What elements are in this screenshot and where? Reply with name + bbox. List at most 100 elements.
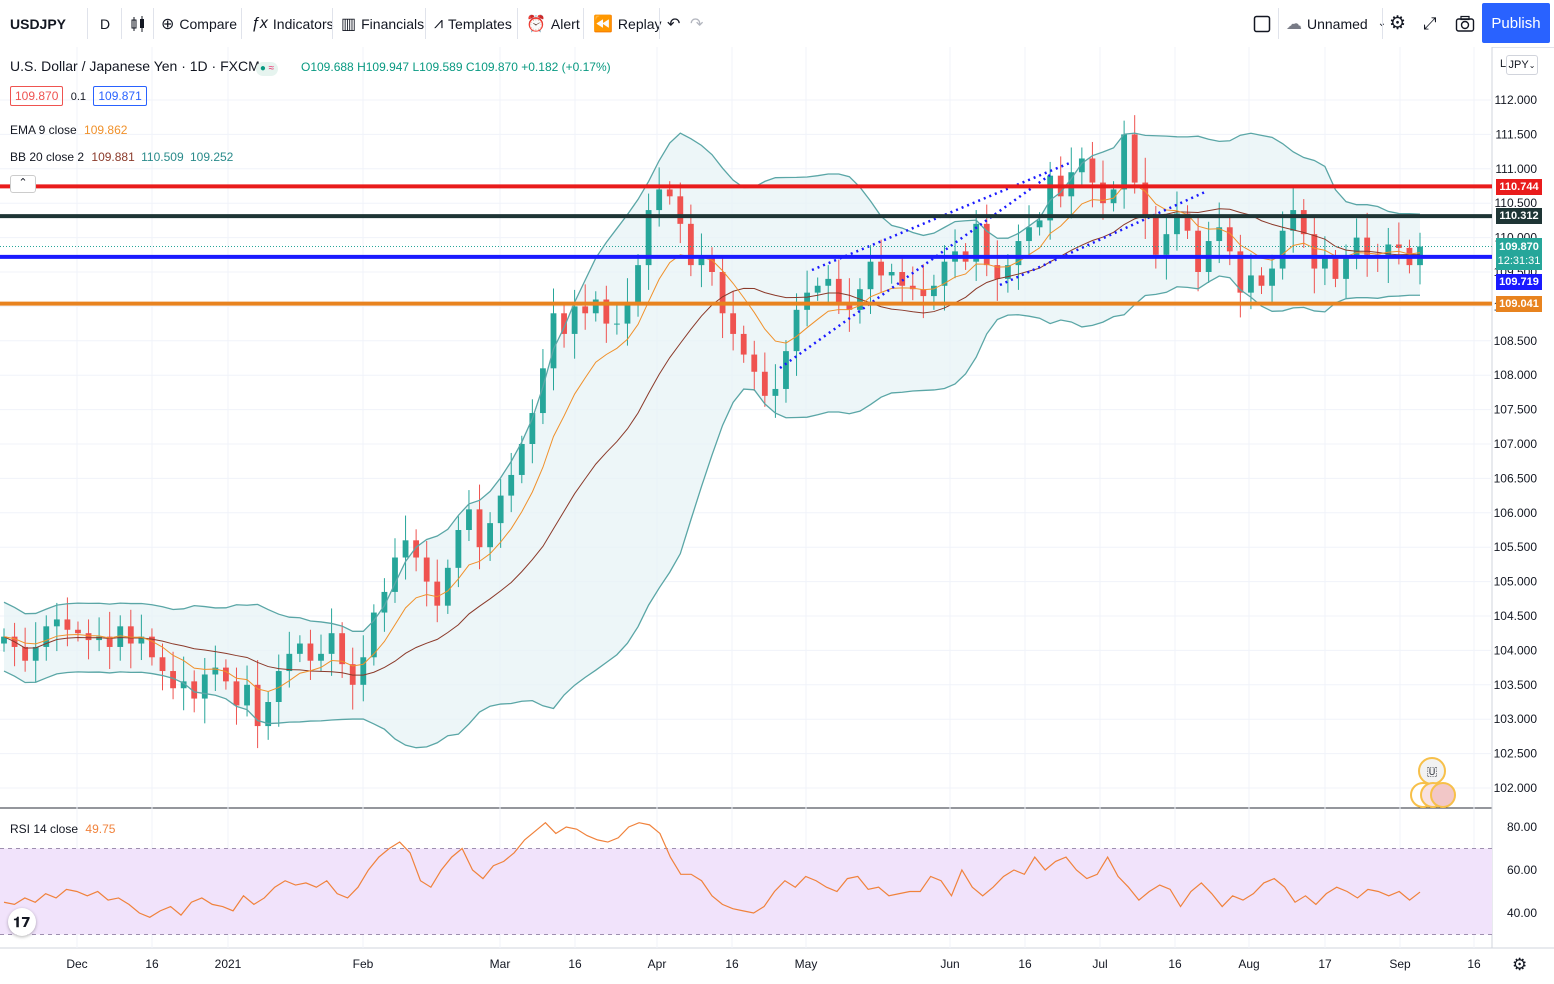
snapshot-button[interactable] xyxy=(1455,0,1475,47)
redo-icon: ↷ xyxy=(690,15,704,33)
symbol-title: U.S. Dollar / Japanese Yen · 1D · FXCM xyxy=(10,58,260,74)
candle-body xyxy=(244,684,250,706)
time-tick-label: Jun xyxy=(940,957,959,971)
fullscreen-toggle-button[interactable] xyxy=(1253,0,1271,47)
candle-body xyxy=(920,289,927,297)
candle-body xyxy=(1121,134,1128,190)
layout-menu-button[interactable]: ☁ Unnamed ⌄ xyxy=(1286,0,1386,47)
alert-button[interactable]: ⏰ Alert xyxy=(526,0,580,47)
rsi-legend[interactable]: RSI 14 close 49.75 xyxy=(10,822,115,836)
time-tick-label: Dec xyxy=(66,957,87,971)
ema-legend[interactable]: EMA 9 close 109.862 xyxy=(10,123,127,137)
candle-body xyxy=(635,265,641,303)
ema-value: 109.862 xyxy=(84,123,128,137)
bollinger-band-fill xyxy=(4,133,1420,748)
candle-body xyxy=(275,671,282,702)
candle-body xyxy=(223,667,229,682)
bar-chart-icon: ▥ xyxy=(341,15,357,33)
candle-body xyxy=(761,371,768,396)
currency-label: JPY xyxy=(1508,59,1529,71)
ema-label: EMA 9 close xyxy=(10,123,77,137)
buy-price-button[interactable]: 109.871 xyxy=(93,86,147,106)
redo-button[interactable]: ↷ xyxy=(690,0,708,47)
bb-upper-value: 110.509 xyxy=(141,150,184,164)
candle-body xyxy=(899,272,906,286)
tradingview-logo[interactable]: 𝟏𝟳 xyxy=(8,908,36,936)
bar-countdown: 12:31:31 xyxy=(1497,255,1541,267)
candle-body xyxy=(677,196,684,224)
candle-body xyxy=(1100,182,1106,204)
candle-body xyxy=(75,629,81,634)
candle-body xyxy=(1142,182,1149,217)
price-tick-label: 106.500 xyxy=(1494,471,1538,485)
candle-body xyxy=(709,258,715,272)
rsi-tick-label: 40.00 xyxy=(1507,906,1537,920)
candle-body xyxy=(571,306,578,334)
price-tick-label: 111.000 xyxy=(1495,162,1537,176)
close-value: C109.870 xyxy=(465,60,518,74)
chart-style-button[interactable] xyxy=(130,0,146,47)
candle-body xyxy=(751,354,758,372)
market-status-icon[interactable]: ● ≈ xyxy=(256,60,278,76)
candle-body xyxy=(613,323,620,325)
compare-button[interactable]: ⊕ Compare xyxy=(161,0,237,47)
price-tag-support-2: 109.041 xyxy=(1496,296,1542,312)
gear-icon[interactable]: ⚙ xyxy=(1512,955,1528,974)
last-price: 109.870 xyxy=(1499,241,1539,253)
replay-label: Replay xyxy=(617,15,662,32)
templates-icon: ⩘ xyxy=(434,14,444,32)
candle-body xyxy=(455,530,462,568)
undo-button[interactable]: ↶ xyxy=(667,0,685,47)
price-tick-label: 111.500 xyxy=(1495,127,1537,141)
candle-body xyxy=(1332,258,1339,279)
time-tick-label: 16 xyxy=(1168,957,1182,971)
candle-body xyxy=(1343,258,1349,279)
candle-body xyxy=(1248,275,1254,293)
time-tick-label: Aug xyxy=(1238,957,1259,971)
publish-button[interactable]: Publish xyxy=(1482,3,1550,43)
interval-button[interactable]: D xyxy=(100,15,111,32)
price-tick-label: 107.500 xyxy=(1494,403,1538,417)
price-tick-label: 106.000 xyxy=(1494,506,1538,520)
scale-mode-label[interactable]: L xyxy=(1500,58,1507,70)
plus-circle-icon: ⊕ xyxy=(161,15,175,33)
collapse-legend-button[interactable]: ⌃ xyxy=(10,175,36,193)
us-flag-event-icon[interactable]: 🇺 xyxy=(1418,757,1446,785)
layout-name: Unnamed xyxy=(1307,15,1368,32)
bb-label: BB 20 close 2 xyxy=(10,150,85,164)
events-stack-icon[interactable] xyxy=(1410,782,1456,808)
chevron-down-icon: ⌄ xyxy=(1378,18,1386,29)
candle-body xyxy=(1216,227,1223,242)
candle-body xyxy=(846,302,853,310)
indicators-button[interactable]: ƒx Indicators xyxy=(251,0,334,47)
candle-body xyxy=(867,261,874,290)
candle-body xyxy=(265,702,272,727)
sell-price-button[interactable]: 109.870 xyxy=(10,86,64,106)
candle-body xyxy=(1184,213,1191,231)
undo-icon: ↶ xyxy=(667,15,681,33)
bid-ask-panel: 109.870 0.1 109.871 xyxy=(10,86,147,106)
candle-style-icon xyxy=(131,15,144,32)
bb-basis-value: 109.881 xyxy=(91,150,135,164)
candle-body xyxy=(413,540,420,558)
replay-button[interactable]: ⏪ Replay xyxy=(593,0,662,47)
financials-button[interactable]: ▥ Financials xyxy=(341,0,424,47)
time-tick-label: 16 xyxy=(1018,957,1032,971)
low-value: L109.589 xyxy=(412,60,463,74)
candle-body xyxy=(1,636,7,644)
cloud-icon: ☁ xyxy=(1286,15,1302,33)
symbol-search-button[interactable]: USDJPY xyxy=(10,15,67,32)
candle-body xyxy=(349,664,356,685)
candle-body xyxy=(127,626,134,644)
currency-selector[interactable]: JPY⌄ xyxy=(1506,55,1538,75)
templates-button[interactable]: ⩘ Templates xyxy=(434,0,512,47)
high-value: H109.947 xyxy=(357,60,410,74)
fullscreen-button[interactable]: ⤢ xyxy=(1423,0,1442,47)
settings-button[interactable]: ⚙ xyxy=(1389,0,1411,47)
time-tick-label: Mar xyxy=(490,957,511,971)
indicator-lines xyxy=(3,132,1421,749)
candle-body xyxy=(360,657,367,685)
bb-legend[interactable]: BB 20 close 2 109.881 110.509 109.252 xyxy=(10,150,233,164)
candle-body xyxy=(1026,227,1032,242)
